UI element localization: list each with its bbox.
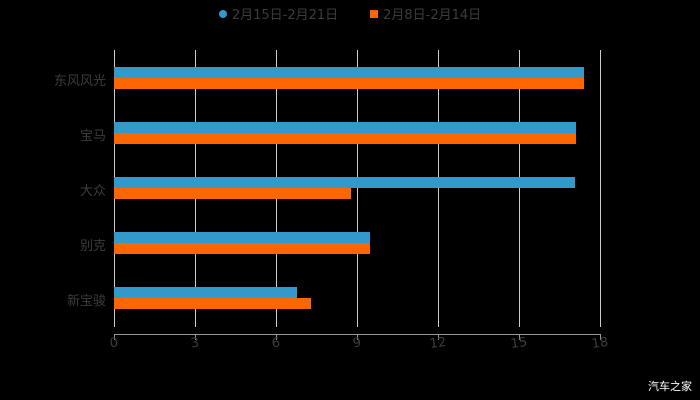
gridline [438, 50, 439, 327]
category-label: 大众 [79, 184, 106, 199]
x-axis-line [114, 334, 601, 335]
x-tick-label: 15 [509, 334, 529, 353]
bar-series-2[interactable] [114, 298, 311, 309]
bar-series-2[interactable] [114, 133, 576, 144]
bar-series-2[interactable] [114, 188, 351, 199]
gridline [519, 50, 520, 327]
bar-series-2[interactable] [114, 243, 370, 254]
axis-tick [519, 334, 520, 340]
x-tick-label: 9 [351, 335, 363, 352]
watermark: 汽车之家 [648, 380, 692, 393]
category-label: 别克 [79, 239, 106, 254]
gridline [600, 50, 601, 327]
legend-item-series-2[interactable]: 2月8日-2月14日 [370, 4, 481, 23]
axis-tick [276, 334, 277, 340]
bar-series-1[interactable] [114, 122, 576, 133]
legend-label: 2月8日-2月14日 [383, 8, 482, 23]
x-tick-label: 3 [189, 335, 201, 352]
bar-series-2[interactable] [114, 78, 584, 89]
legend: 2月15日-2月21日 2月8日-2月14日 [0, 4, 700, 23]
axis-tick [600, 334, 601, 340]
bar-series-1[interactable] [114, 67, 584, 78]
axis-tick [357, 334, 358, 340]
legend-square-icon [370, 9, 379, 18]
x-tick-label: 18 [590, 334, 610, 353]
legend-circle-icon [218, 9, 227, 18]
legend-item-series-1[interactable]: 2月15日-2月21日 [218, 4, 339, 23]
axis-tick [114, 334, 115, 340]
category-label: 东风风光 [53, 74, 106, 89]
bar-series-1[interactable] [114, 177, 575, 188]
x-tick-label: 6 [270, 335, 282, 352]
x-tick-label: 12 [428, 334, 448, 353]
legend-label: 2月15日-2月21日 [231, 8, 339, 23]
category-label: 新宝骏 [66, 294, 106, 309]
x-tick-label: 0 [108, 335, 120, 352]
axis-tick [438, 334, 439, 340]
category-label: 宝马 [79, 129, 106, 144]
bar-series-1[interactable] [114, 287, 297, 298]
gridline [357, 50, 358, 327]
axis-tick [195, 334, 196, 340]
bar-series-1[interactable] [114, 232, 370, 243]
